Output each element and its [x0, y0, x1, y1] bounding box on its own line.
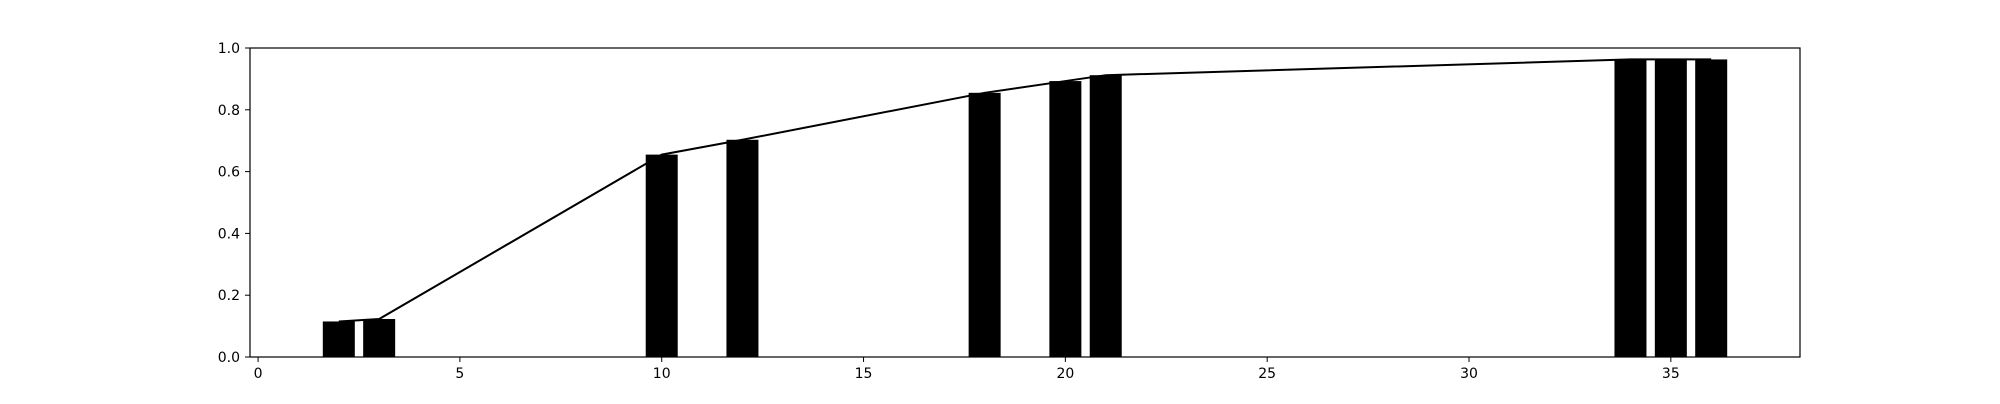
x-tick-label: 30	[1460, 366, 1478, 382]
bar	[645, 154, 678, 357]
bar	[726, 139, 759, 357]
axes-layer	[249, 47, 1801, 358]
x-tick-label: 0	[254, 366, 263, 382]
x-tick-label: 20	[1056, 366, 1074, 382]
bar	[1614, 59, 1647, 358]
bar	[322, 321, 355, 357]
series-line	[338, 58, 1712, 323]
bar	[1695, 59, 1728, 358]
axes-frame	[249, 47, 1801, 358]
x-tick-label: 10	[653, 366, 671, 382]
y-tick-label: 0.0	[218, 350, 240, 366]
bar	[363, 318, 396, 357]
bars-layer	[322, 59, 1728, 358]
line-layer	[338, 58, 1712, 323]
y-tick-label: 0.2	[218, 288, 240, 304]
x-tick-label: 35	[1662, 366, 1680, 382]
bar	[968, 92, 1001, 358]
ticks-layer: 0 5 10 15 20 25 30 35 0.0 0.2 0.4 0.6 0.8 1.0	[218, 41, 1680, 382]
bar	[1049, 81, 1082, 358]
bar	[1654, 59, 1687, 358]
y-tick-label: 0.4	[218, 226, 240, 242]
y-tick-label: 1.0	[218, 41, 240, 57]
y-tick-label: 0.6	[218, 165, 240, 181]
x-tick-label: 15	[855, 366, 873, 382]
x-tick-label: 25	[1258, 366, 1276, 382]
x-tick-label: 5	[455, 366, 464, 382]
y-tick-label: 0.8	[218, 103, 240, 119]
bar	[1089, 75, 1122, 357]
